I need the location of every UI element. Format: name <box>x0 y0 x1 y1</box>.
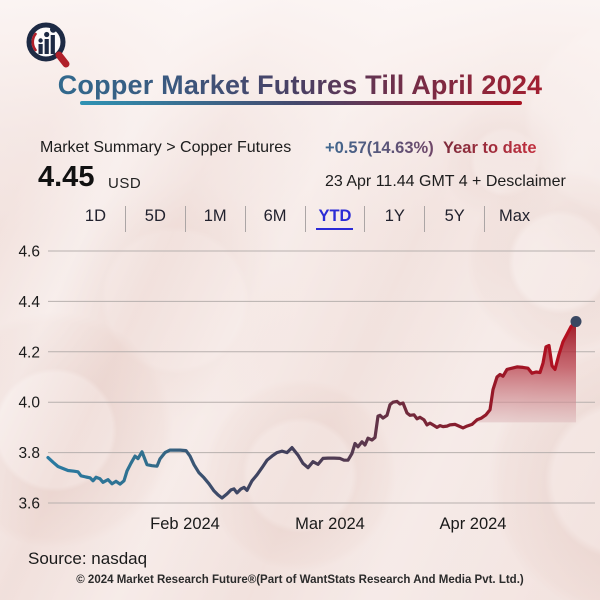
tab-6m[interactable]: 6M <box>262 206 289 228</box>
range-label: Year to date <box>443 139 537 157</box>
page-title: Copper Market Futures Till April 2024 <box>0 70 600 101</box>
tab-cell: Max <box>485 206 544 232</box>
tab-cell: 1Y <box>365 206 426 232</box>
tab-cell: 5D <box>126 206 186 232</box>
tab-1m[interactable]: 1M <box>202 206 229 228</box>
price-change: +0.57(14.63%) <box>325 139 434 157</box>
tab-ytd[interactable]: YTD <box>316 206 354 230</box>
tab-cell: 5Y <box>425 206 486 232</box>
tab-5d[interactable]: 5D <box>143 206 168 228</box>
source-label: Source: nasdaq <box>28 549 148 568</box>
tab-cell: 1D <box>66 206 126 232</box>
tab-5y[interactable]: 5Y <box>443 206 467 228</box>
range-tabs: 1D 5D 1M 6M YTD 1Y 5Y Max <box>66 206 544 233</box>
tab-cell: 1M <box>186 206 246 232</box>
title-underline <box>80 101 522 105</box>
breadcrumb: Market Summary > Copper Futures <box>40 139 292 156</box>
market-research-future-logo-icon <box>22 18 74 72</box>
tab-1d[interactable]: 1D <box>83 206 108 228</box>
timestamp-disclaimer: 23 Apr 11.44 GMT 4 + Desclaimer <box>325 173 566 190</box>
currency-label: USD <box>108 175 142 192</box>
tab-1y[interactable]: 1Y <box>383 206 407 228</box>
tab-max[interactable]: Max <box>497 206 532 228</box>
tab-cell: 6M <box>246 206 306 232</box>
copyright: © 2024 Market Research Future®(Part of W… <box>76 574 524 586</box>
current-price: 4.45 <box>38 161 95 193</box>
tab-cell: YTD <box>306 206 366 232</box>
